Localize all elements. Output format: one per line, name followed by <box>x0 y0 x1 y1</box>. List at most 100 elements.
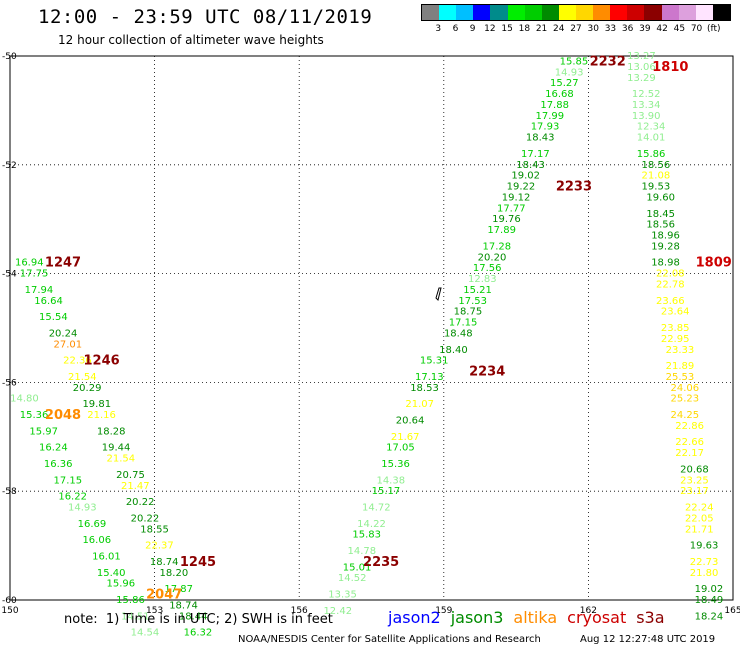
color-scale-label: 6 <box>452 24 459 34</box>
wave-height-value: 14.54 <box>131 628 160 639</box>
wave-height-value: 17.99 <box>536 111 565 122</box>
wave-height-value: 13.29 <box>627 73 656 84</box>
wave-height-value: 21.54 <box>68 372 97 383</box>
wave-height-value: 19.02 <box>695 584 724 595</box>
color-swatch <box>627 5 645 20</box>
wave-height-value: 18.48 <box>444 328 473 339</box>
wave-height-value: 18.45 <box>646 209 675 220</box>
wave-height-value: 13.35 <box>328 590 357 601</box>
wave-height-value: 20.24 <box>49 328 78 339</box>
satellite-legend-item: jason2 <box>388 608 441 627</box>
wave-height-value: 15.21 <box>463 285 492 296</box>
wave-height-value: 18.96 <box>651 231 680 242</box>
wave-height-value: 21.80 <box>690 568 719 579</box>
wave-height-value: 14.93 <box>555 67 584 78</box>
wave-height-value: 17.75 <box>20 269 49 280</box>
wave-height-value: 18.43 <box>516 160 545 171</box>
wave-height-value: 19.81 <box>82 399 111 410</box>
color-swatch <box>524 5 542 20</box>
chart-subtitle: 12 hour collection of altimeter wave hei… <box>58 33 324 47</box>
wave-height-value: 17.05 <box>386 443 415 454</box>
wave-height-value: 17.28 <box>482 241 511 252</box>
wave-height-value: 19.02 <box>511 171 540 182</box>
wave-height-value: 21.07 <box>405 399 434 410</box>
wave-height-value: 25.23 <box>670 394 699 405</box>
wave-height-value: 17.17 <box>521 149 550 160</box>
wave-height-value: 20.75 <box>116 470 145 481</box>
wave-height-value: 15.31 <box>420 356 449 367</box>
satellite-legend-item: cryosat <box>567 608 627 627</box>
wave-height-value: 14.22 <box>357 519 386 530</box>
color-swatch <box>593 5 611 20</box>
wave-height-value: 18.55 <box>140 524 169 535</box>
color-scale-label: 36 <box>621 24 634 34</box>
wave-height-value: 19.44 <box>102 443 131 454</box>
plot-frame <box>9 55 734 601</box>
y-tick-label: -56 <box>2 378 17 388</box>
wave-height-value: 23.64 <box>661 307 690 318</box>
track-time-label: 2232 <box>590 54 626 69</box>
color-swatch <box>695 5 713 20</box>
wave-height-value: 20.22 <box>126 497 155 508</box>
wave-height-value: 18.44 <box>179 611 208 622</box>
satellite-legend-item: s3a <box>636 608 665 627</box>
wave-height-value: 16.64 <box>34 296 63 307</box>
wave-height-value: 15.86 <box>116 595 145 606</box>
wave-height-value: 23.17 <box>680 486 709 497</box>
color-scale-label: 27 <box>570 24 582 34</box>
color-swatch <box>439 5 457 20</box>
wave-height-value: 18.53 <box>410 383 439 394</box>
footer-credit: NOAA/NESDIS Center for Satellite Applica… <box>238 634 541 645</box>
color-swatch <box>558 5 576 20</box>
wave-height-value: 15.36 <box>381 459 410 470</box>
wave-height-value: 22.78 <box>656 279 685 290</box>
wave-height-value: 14.93 <box>68 503 97 514</box>
wave-height-value: 14.52 <box>338 573 367 584</box>
wave-height-value: 13.90 <box>632 111 661 122</box>
color-scale-label: 70 <box>690 24 703 34</box>
track-time-label: 2235 <box>363 555 399 570</box>
wave-height-value: 20.64 <box>396 415 425 426</box>
color-scale-labels: 3 6 9 12 15 18 21 24 27 30 33 36 39 42 45 70 (ft) <box>421 21 731 35</box>
wave-height-value: 17.88 <box>540 100 569 111</box>
satellite-legend-item: jason3 <box>450 608 504 627</box>
wave-height-value: 16.94 <box>15 258 44 269</box>
wave-height-value: 23.85 <box>661 323 690 334</box>
wave-height-value: 17.13 <box>415 372 444 383</box>
wave-height-value: 17.56 <box>473 263 502 274</box>
color-scale-label: 45 <box>673 24 686 34</box>
wave-height-value: 17.77 <box>497 203 526 214</box>
footer-note: note: 1) Time is in UTC; 2) SWH is in fe… <box>64 612 333 627</box>
wave-height-value: 17.87 <box>164 584 193 595</box>
wave-height-value: 22.95 <box>661 334 690 345</box>
wave-height-value: 18.49 <box>695 595 724 606</box>
wave-height-value: 15.01 <box>343 562 372 573</box>
wave-height-value: 19.60 <box>646 192 675 203</box>
color-scale-label: 30 <box>587 24 599 34</box>
color-scale-label: 21 <box>535 24 548 34</box>
wave-height-value: 22.17 <box>675 448 704 459</box>
wave-height-value: 19.12 <box>502 192 531 203</box>
track-time-label: 1247 <box>45 256 81 271</box>
wave-height-value: 13.06 <box>627 62 656 73</box>
wave-height-value: 19.63 <box>690 541 719 552</box>
wave-height-value: 22.24 <box>685 503 714 514</box>
wave-height-value: 15.36 <box>20 410 49 421</box>
color-swatch <box>644 5 662 20</box>
wave-height-value: 20.68 <box>680 464 709 475</box>
color-swatch <box>661 5 679 20</box>
wave-height-value: 16.24 <box>39 443 68 454</box>
color-swatch <box>610 5 628 20</box>
color-swatch <box>456 5 474 20</box>
wave-height-value: 21.89 <box>666 361 695 372</box>
wave-height-value: 18.24 <box>695 611 724 622</box>
x-tick-label: 153 <box>146 606 163 616</box>
wave-height-value: 12.52 <box>632 89 661 100</box>
wave-height-value: 12.34 <box>637 122 666 133</box>
color-scale-label: 24 <box>553 24 565 34</box>
wave-height-value: 22.37 <box>145 541 174 552</box>
wave-height-value: 19.28 <box>651 241 680 252</box>
y-tick-label: -50 <box>2 52 17 62</box>
wave-height-value: 17.93 <box>531 122 560 133</box>
wave-height-value: 21.67 <box>391 432 420 443</box>
